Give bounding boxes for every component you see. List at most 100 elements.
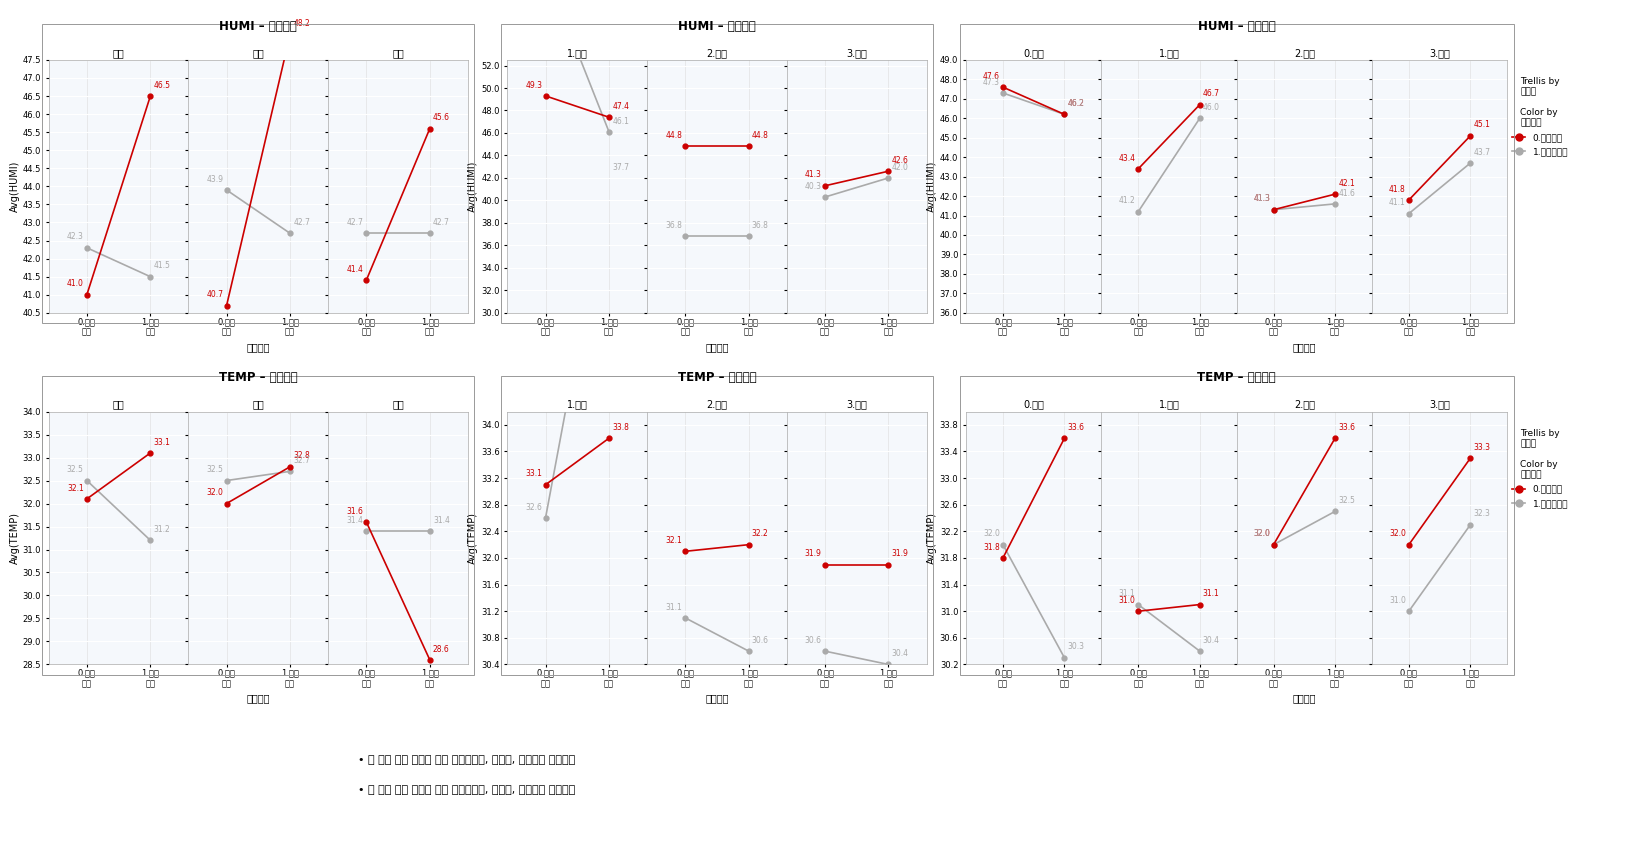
Text: 31.9: 31.9 (804, 550, 822, 558)
Text: 31.4: 31.4 (432, 516, 450, 525)
Text: 48.2: 48.2 (292, 20, 310, 28)
Y-axis label: Avg(TEMP): Avg(TEMP) (926, 512, 938, 564)
Title: 0.새벽: 0.새벽 (1024, 400, 1045, 409)
Text: 42.7: 42.7 (292, 218, 310, 227)
Title: 주방: 주방 (252, 400, 265, 409)
Y-axis label: Avg(HUMI): Avg(HUMI) (10, 161, 20, 212)
Title: 주방: 주방 (252, 48, 265, 57)
Text: 31.0: 31.0 (1389, 596, 1406, 605)
Legend: 0.설치세대, 1.미설치세대: 0.설치세대, 1.미설치세대 (1511, 77, 1568, 157)
Text: 43.9: 43.9 (206, 175, 223, 184)
Text: 32.2: 32.2 (752, 529, 769, 538)
Title: 거실: 거실 (112, 400, 125, 409)
Text: 33.6: 33.6 (1068, 423, 1084, 432)
Title: 2.오후: 2.오후 (1294, 400, 1315, 409)
Text: 41.5: 41.5 (153, 261, 171, 270)
Y-axis label: Avg(HUMI): Avg(HUMI) (926, 161, 938, 212)
Text: 37.7: 37.7 (613, 163, 629, 172)
Title: 1.오전: 1.오전 (1159, 48, 1180, 57)
Text: 41.3: 41.3 (804, 170, 822, 180)
Text: 32.0: 32.0 (1389, 529, 1406, 538)
Text: 32.6: 32.6 (525, 502, 543, 512)
Text: 31.1: 31.1 (1202, 589, 1220, 598)
Text: TEMP – 기간구분: TEMP – 기간구분 (219, 372, 297, 384)
Text: 47.4: 47.4 (613, 102, 629, 111)
Text: 28.6: 28.6 (432, 645, 450, 653)
Text: 46.5: 46.5 (153, 80, 171, 90)
X-axis label: 기간구분: 기간구분 (1292, 693, 1316, 704)
Text: 42.6: 42.6 (892, 156, 908, 165)
Title: 2.중순: 2.중순 (707, 48, 728, 57)
Title: 1.오전: 1.오전 (1159, 400, 1180, 409)
Title: 1.초순: 1.초순 (567, 48, 588, 57)
X-axis label: 기간구분: 기간구분 (705, 693, 728, 704)
Title: 2.중순: 2.중순 (707, 400, 728, 409)
Text: 41.3: 41.3 (1253, 194, 1271, 204)
Text: 43.7: 43.7 (1474, 148, 1490, 157)
Text: 44.8: 44.8 (752, 131, 769, 140)
Text: 32.1: 32.1 (67, 484, 83, 492)
Text: 33.3: 33.3 (1474, 443, 1490, 452)
Text: 45.1: 45.1 (1474, 121, 1490, 129)
Text: 32.8: 32.8 (292, 451, 310, 461)
Text: 32.0: 32.0 (1253, 529, 1271, 538)
Text: 31.1: 31.1 (665, 603, 682, 611)
Text: 42.0: 42.0 (892, 163, 908, 171)
Text: 42.1: 42.1 (1337, 179, 1355, 187)
X-axis label: 기간구분: 기간구분 (247, 342, 270, 352)
Title: 1.초순: 1.초순 (567, 400, 588, 409)
Text: 31.9: 31.9 (892, 550, 908, 558)
Text: 31.1: 31.1 (1118, 589, 1136, 598)
Text: 32.5: 32.5 (1337, 496, 1355, 505)
Text: 40.7: 40.7 (206, 290, 223, 300)
Text: 41.4: 41.4 (346, 265, 362, 274)
Text: 33.6: 33.6 (1337, 423, 1355, 432)
Title: 2.오후: 2.오후 (1294, 48, 1315, 57)
Text: 32.5: 32.5 (206, 465, 223, 474)
Text: 41.1: 41.1 (1389, 199, 1406, 207)
Text: 47.3: 47.3 (983, 78, 999, 86)
Text: 30.6: 30.6 (752, 636, 769, 645)
Text: 41.6: 41.6 (1337, 188, 1355, 198)
Y-axis label: Avg(TEMP): Avg(TEMP) (468, 512, 478, 564)
Text: 32.7: 32.7 (292, 456, 310, 465)
X-axis label: 기간구분: 기간구분 (705, 342, 728, 352)
Text: 43.4: 43.4 (1118, 153, 1136, 163)
Text: 30.4: 30.4 (1202, 636, 1220, 645)
Text: 30.6: 30.6 (804, 636, 822, 645)
Text: 30.4: 30.4 (892, 649, 908, 658)
Text: 33.1: 33.1 (525, 469, 543, 479)
Text: 32.1: 32.1 (665, 536, 682, 545)
Title: 외기: 외기 (392, 400, 405, 409)
Text: 41.0: 41.0 (67, 279, 83, 288)
Y-axis label: Avg(TEMP): Avg(TEMP) (10, 512, 20, 564)
Title: 외기: 외기 (392, 48, 405, 57)
Text: 31.4: 31.4 (346, 516, 362, 525)
Text: 46.1: 46.1 (613, 116, 629, 126)
Text: • 첫 번째 행은 습도에 대한 설치장소별, 기간별, 시간대별 평균비교: • 첫 번째 행은 습도에 대한 설치장소별, 기간별, 시간대별 평균비교 (358, 755, 575, 764)
Text: 32.3: 32.3 (1474, 509, 1490, 519)
Text: 46.0: 46.0 (1202, 103, 1220, 112)
Text: 32.0: 32.0 (1253, 529, 1271, 538)
Text: 33.8: 33.8 (613, 423, 629, 432)
Title: 거실: 거실 (112, 48, 125, 57)
Text: 31.0: 31.0 (1118, 596, 1136, 605)
Text: TEMP – 기간구분: TEMP – 기간구분 (1198, 372, 1276, 384)
Text: 42.7: 42.7 (346, 218, 362, 227)
Text: 36.8: 36.8 (752, 221, 769, 230)
Text: HUMI – 기간구분: HUMI – 기간구분 (678, 20, 756, 33)
Title: 3.하순: 3.하순 (847, 48, 868, 57)
Text: 41.2: 41.2 (1118, 196, 1136, 205)
Text: 36.8: 36.8 (665, 221, 682, 230)
Legend: 0.설치세대, 1.미설치세대: 0.설치세대, 1.미설치세대 (1511, 429, 1568, 508)
Text: 46.2: 46.2 (1068, 99, 1084, 108)
Title: 0.새벽: 0.새벽 (1024, 48, 1045, 57)
Text: 32.5: 32.5 (67, 465, 83, 474)
Text: TEMP – 기간구분: TEMP – 기간구분 (678, 372, 756, 384)
Text: 31.8: 31.8 (983, 543, 999, 551)
Text: 45.6: 45.6 (432, 113, 450, 122)
Text: 30.3: 30.3 (1068, 643, 1084, 651)
Text: 31.6: 31.6 (346, 507, 362, 515)
Text: HUMI – 기간구분: HUMI – 기간구분 (1198, 20, 1276, 33)
Title: 3.저녀: 3.저녀 (1428, 48, 1450, 57)
